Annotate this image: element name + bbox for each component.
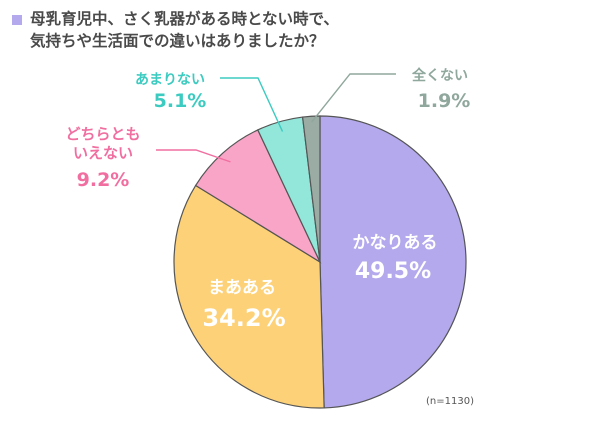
title-bullet-icon — [12, 15, 22, 25]
label-slice-0: かなりある — [353, 233, 438, 253]
value-slice-4: 1.9% — [418, 90, 471, 112]
label-slice-4: 全くない — [411, 67, 468, 84]
pie-slices — [173, 115, 467, 409]
value-slice-3: 5.1% — [154, 90, 207, 112]
chart-title-line-2: 気持ちや生活面での違いはありましたか？ — [30, 32, 325, 50]
pie-slice-0 — [319, 115, 467, 409]
label-slice-2-line-1: どちらとも — [65, 125, 140, 143]
leader-slice-3 — [220, 77, 284, 132]
pie-slice-4 — [301, 115, 321, 263]
label-slice-2-line-2: いえない — [73, 144, 133, 162]
chart-title-line-1: 母乳育児中、さく乳器がある時とない時で、 — [30, 10, 339, 28]
leader-lines — [156, 73, 396, 163]
value-slice-0: 49.5% — [355, 259, 431, 284]
pie-slice-2 — [194, 129, 322, 264]
label-slice-1: まあある — [208, 278, 276, 298]
value-slice-1: 34.2% — [202, 304, 285, 332]
label-slice-3: あまりない — [135, 72, 205, 88]
value-slice-2: 9.2% — [77, 169, 130, 191]
leader-slice-2 — [156, 149, 231, 163]
leader-slice-4 — [311, 73, 396, 123]
chart-title: 母乳育児中、さく乳器がある時とない時で、 気持ちや生活面での違いはありましたか？ — [12, 8, 572, 52]
sample-size-note: (n=1130) — [426, 396, 474, 407]
pie-slice-1 — [173, 184, 325, 409]
